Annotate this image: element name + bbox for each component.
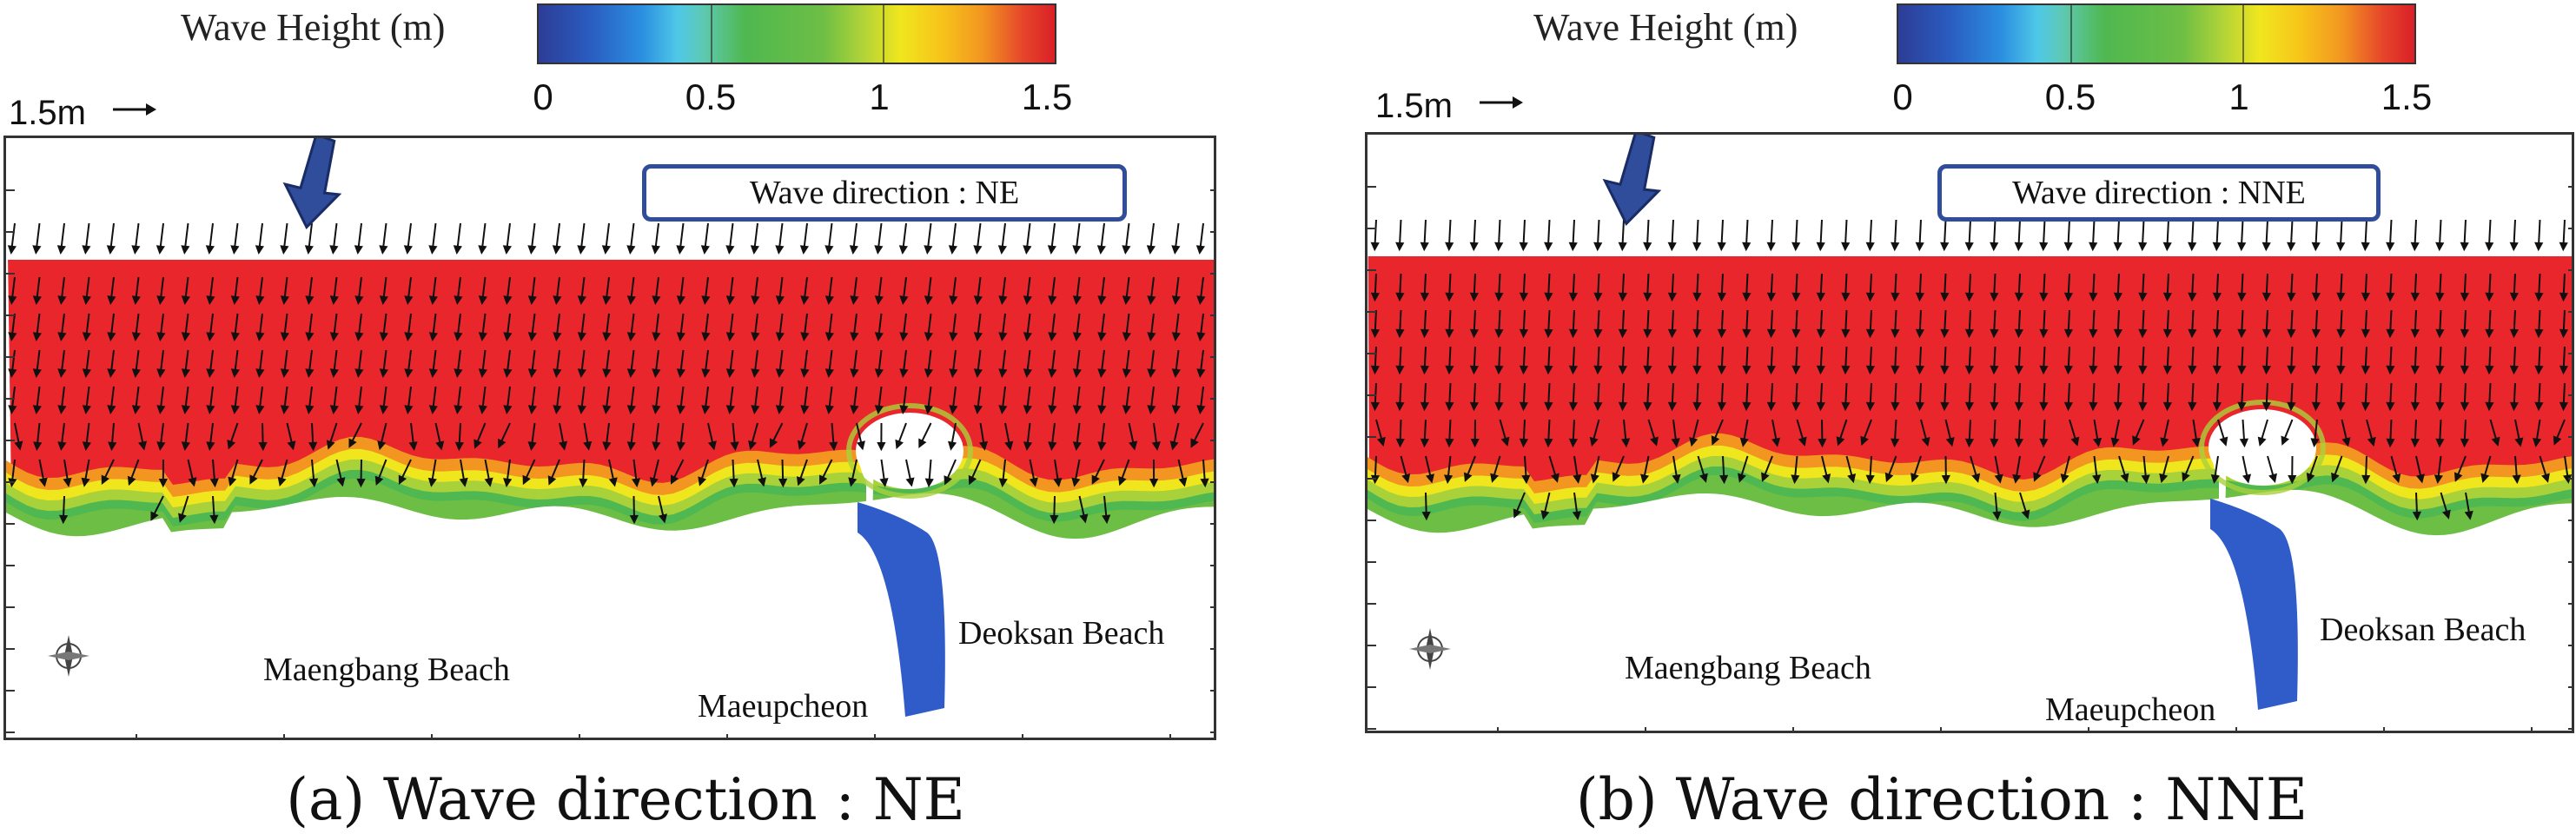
place-maengbang: Maengbang Beach	[1625, 650, 1871, 686]
scale-arrow-icon	[113, 103, 156, 116]
place-deoksan: Deoksan Beach	[958, 615, 1165, 652]
place-maeupcheon: Maeupcheon	[698, 688, 869, 725]
place-maeupcheon: Maeupcheon	[2045, 692, 2216, 728]
wave-field	[6, 138, 1214, 738]
direction-label: Wave direction : NE	[642, 164, 1127, 222]
place-deoksan: Deoksan Beach	[2320, 612, 2526, 648]
panel-b: Wave Height (m) 0 0.5 1 1.5 1.5m Wave di…	[1288, 0, 2576, 834]
caption-a: (a) Wave direction : NE	[286, 766, 965, 833]
wave-map: Wave direction : NE Maengbang Beach Maeu…	[3, 136, 1216, 740]
colorbar-tick-1: 1	[2228, 76, 2249, 117]
colorbar	[537, 3, 1056, 64]
caption-b: (b) Wave direction : NNE	[1575, 766, 2308, 833]
colorbar-tick-0: 0	[1892, 76, 1913, 117]
colorbar-tick-0.5: 0.5	[2044, 76, 2096, 117]
place-maengbang: Maengbang Beach	[263, 652, 510, 688]
scale-label: 1.5m	[9, 94, 86, 132]
colorbar	[1897, 3, 2416, 64]
colorbar-tick-0.5: 0.5	[685, 76, 737, 117]
colorbar-tick-1.5: 1.5	[1021, 76, 1073, 117]
scale-arrow-icon	[1480, 96, 1523, 109]
colorbar-tick-0: 0	[533, 76, 553, 117]
panel-a: Wave Height (m) 0 0.5 1 1.5 1.5m Wave di…	[3, 3, 1216, 833]
colorbar-tick-1: 1	[869, 76, 890, 117]
colorbar-title: Wave Height (m)	[181, 6, 446, 49]
direction-label: Wave direction : NNE	[1937, 164, 2381, 222]
wave-field	[1367, 135, 2572, 731]
colorbar-title: Wave Height (m)	[1533, 6, 1798, 49]
colorbar-tick-1.5: 1.5	[2381, 76, 2433, 117]
scale-label: 1.5m	[1375, 87, 1453, 125]
wave-map: Wave direction : NNE Maengbang Beach Mae…	[1365, 132, 2574, 733]
